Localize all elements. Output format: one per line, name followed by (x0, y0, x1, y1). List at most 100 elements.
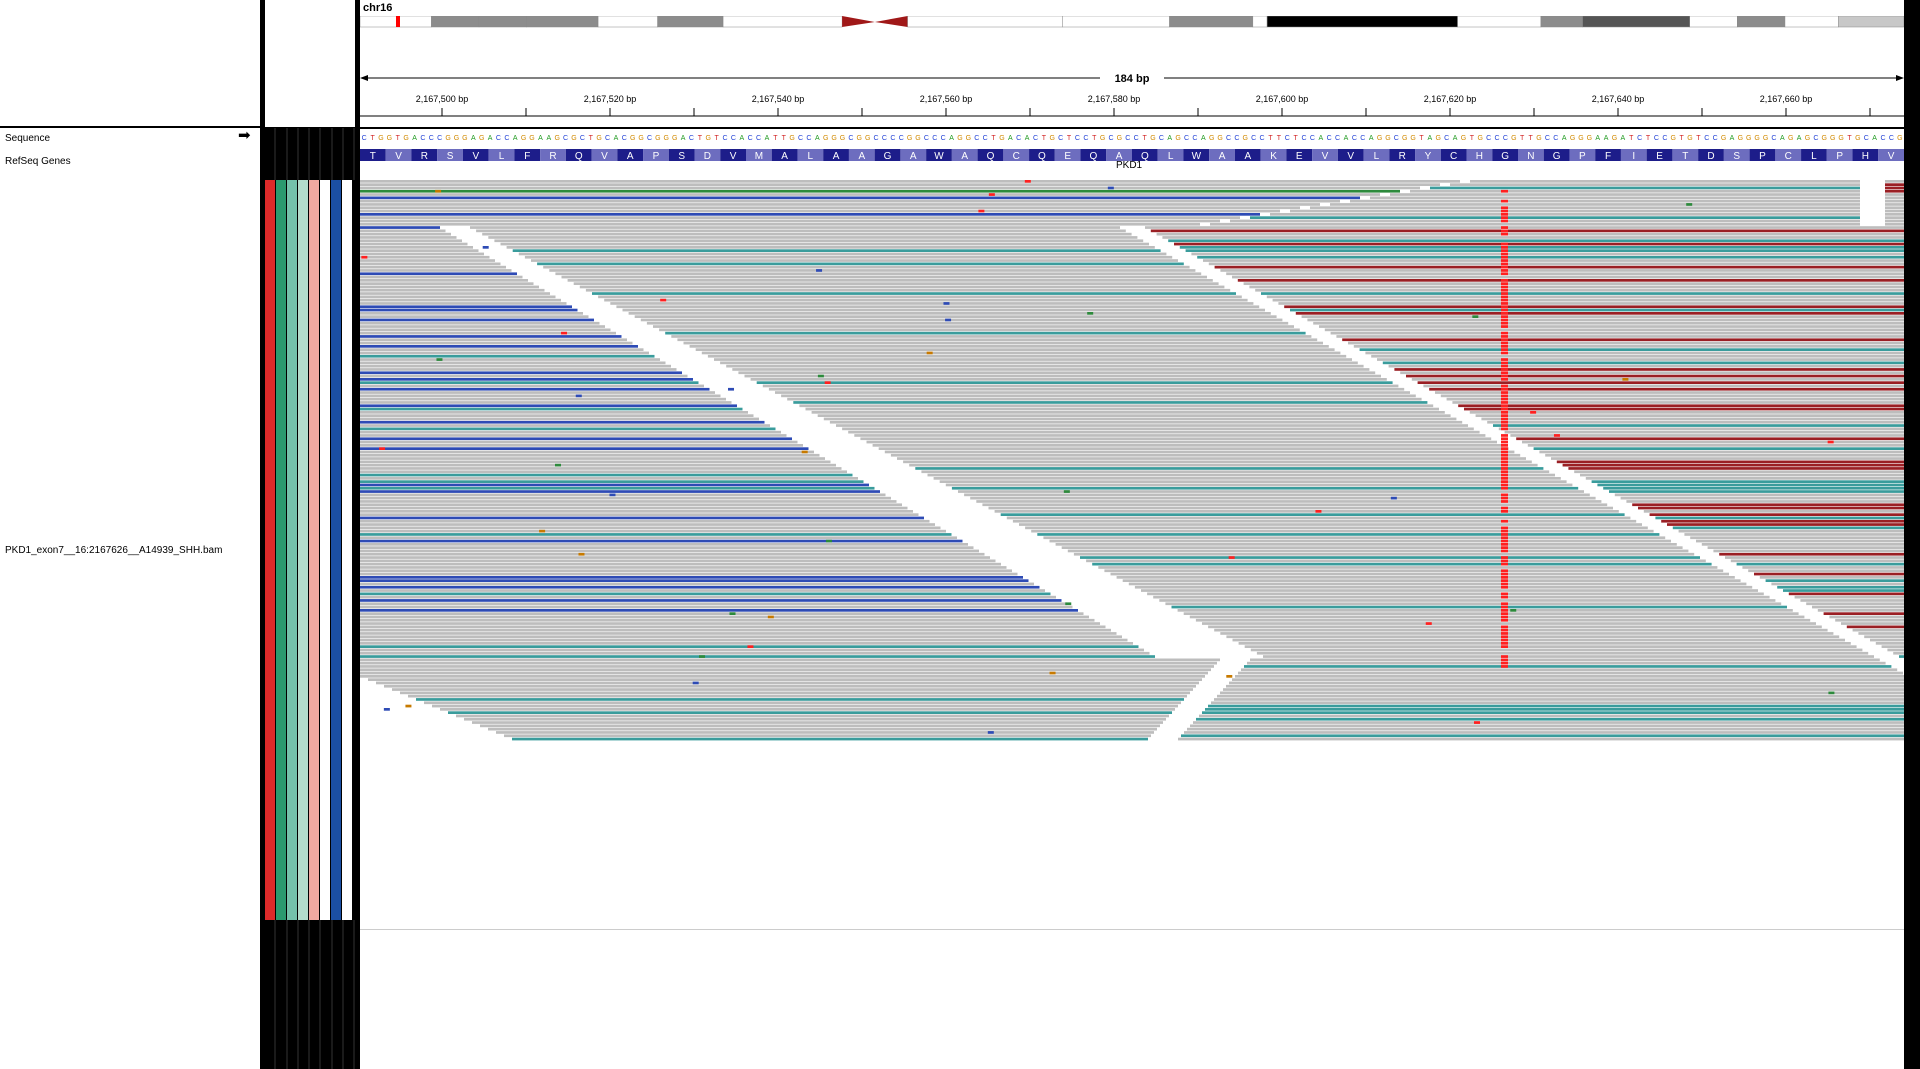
ideogram-band-q11.2[interactable] (907, 16, 1063, 28)
ideogram-band-q23.1[interactable] (1582, 16, 1690, 28)
bam-attribute-strip[interactable] (265, 180, 353, 920)
ideogram-band-p13.12[interactable] (478, 16, 527, 28)
read-row[interactable] (405, 704, 1904, 708)
read-row[interactable] (360, 269, 1904, 272)
read-row[interactable] (360, 543, 1904, 546)
read-row[interactable] (360, 480, 1904, 483)
read-row[interactable] (360, 658, 1880, 662)
read-row[interactable] (360, 239, 1904, 243)
read-row[interactable] (360, 368, 1904, 371)
read-row[interactable] (360, 196, 1904, 200)
read-row[interactable] (360, 434, 1904, 437)
read-row[interactable] (360, 411, 1904, 414)
read-row[interactable] (360, 364, 1904, 368)
read-row[interactable] (360, 279, 1904, 282)
read-row[interactable] (360, 312, 1904, 315)
ideogram-band-q12.2[interactable] (1169, 16, 1254, 28)
read-row[interactable] (360, 338, 1904, 342)
read-row[interactable] (360, 203, 1904, 206)
read-row[interactable] (360, 622, 1904, 625)
panel-divider[interactable] (260, 0, 265, 1069)
read-row[interactable] (360, 180, 1904, 183)
chromosome-label[interactable]: chr16 (363, 2, 393, 14)
read-row[interactable] (400, 691, 1904, 695)
read-row[interactable] (360, 661, 1886, 665)
read-row[interactable] (464, 717, 1904, 721)
read-row[interactable] (360, 460, 1904, 464)
read-row[interactable] (360, 572, 1904, 576)
read-row[interactable] (360, 222, 1904, 226)
ideogram-band-p12.3[interactable] (526, 16, 599, 28)
alignment-reads[interactable] (360, 180, 1904, 930)
read-row[interactable] (360, 292, 1904, 295)
read-row[interactable] (360, 470, 1904, 474)
read-row[interactable] (424, 701, 1904, 705)
attribute-cell-2[interactable] (287, 180, 298, 920)
read-row[interactable] (360, 354, 1904, 358)
read-row[interactable] (360, 519, 1904, 523)
read-row[interactable] (360, 513, 1904, 516)
read-row[interactable] (360, 536, 1904, 540)
ideogram-band-p13.3[interactable] (360, 16, 432, 28)
read-row[interactable] (360, 668, 1898, 672)
read-row[interactable] (360, 642, 1904, 645)
read-row[interactable] (360, 335, 1904, 338)
read-row[interactable] (360, 589, 1904, 592)
read-row[interactable] (360, 259, 1904, 262)
read-row[interactable] (496, 731, 1904, 734)
read-row[interactable] (360, 394, 1904, 398)
read-row[interactable] (360, 295, 1904, 299)
read-row[interactable] (376, 681, 1904, 685)
ideogram-band-q22.2[interactable] (1540, 16, 1583, 28)
gene-label[interactable]: PKD1 (1116, 160, 1143, 171)
read-row[interactable] (360, 397, 1904, 401)
read-row[interactable] (360, 298, 1904, 302)
read-row[interactable] (360, 625, 1904, 629)
read-row[interactable] (360, 414, 1904, 417)
read-row[interactable] (360, 645, 1904, 648)
read-row[interactable] (360, 477, 1904, 480)
read-row[interactable] (360, 628, 1904, 632)
read-row[interactable] (360, 638, 1904, 642)
read-row[interactable] (360, 430, 1904, 434)
current-region-marker[interactable] (396, 16, 400, 27)
read-row[interactable] (360, 325, 1904, 328)
read-row[interactable] (360, 427, 1904, 431)
read-row[interactable] (360, 424, 1904, 427)
read-row[interactable] (360, 582, 1904, 586)
read-row[interactable] (408, 694, 1904, 698)
read-row[interactable] (472, 721, 1904, 724)
read-row[interactable] (360, 305, 1904, 309)
read-row[interactable] (360, 576, 1904, 579)
read-row[interactable] (360, 288, 1904, 292)
read-row[interactable] (360, 401, 1904, 404)
ideogram-band-p12.1[interactable] (657, 16, 724, 28)
read-row[interactable] (360, 183, 1904, 186)
read-row[interactable] (360, 632, 1904, 635)
read-row[interactable] (360, 655, 1904, 658)
read-row[interactable] (360, 341, 1904, 345)
read-row[interactable] (360, 546, 1904, 549)
read-row[interactable] (360, 272, 1904, 276)
read-row[interactable] (360, 569, 1904, 573)
read-row[interactable] (360, 361, 1904, 365)
ruler[interactable]: 184 bp 2,167,500 bp 2,167,520 bp 2,167,540 … (360, 60, 1904, 124)
read-row[interactable] (360, 552, 1904, 556)
read-row[interactable] (368, 678, 1904, 681)
read-row[interactable] (360, 345, 1904, 348)
read-row[interactable] (360, 387, 1904, 391)
bam-track-name[interactable]: PKD1_exon7__16:2167626__A14939_SHH.bam (5, 545, 223, 556)
read-row[interactable] (360, 302, 1904, 305)
read-row[interactable] (360, 463, 1904, 467)
read-row[interactable] (360, 609, 1904, 612)
data-panel-divider[interactable] (355, 0, 360, 1069)
attribute-cell-3[interactable] (298, 180, 309, 920)
read-row[interactable] (360, 282, 1904, 285)
read-row[interactable] (360, 493, 1904, 497)
read-row[interactable] (360, 605, 1904, 609)
read-row[interactable] (360, 308, 1904, 312)
read-row[interactable] (360, 420, 1904, 424)
read-row[interactable] (360, 374, 1904, 378)
